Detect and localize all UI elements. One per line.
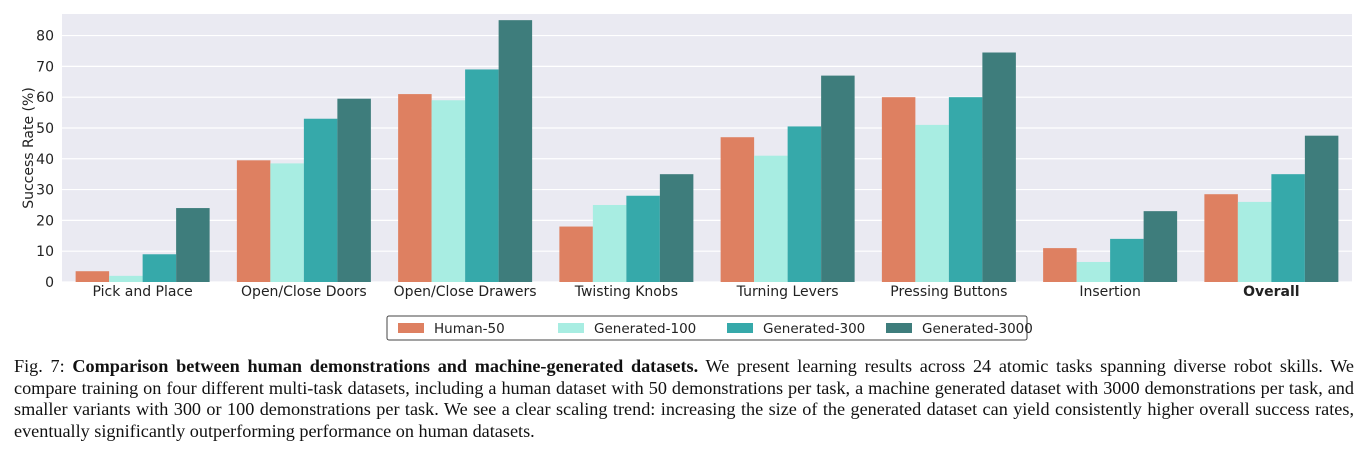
- bar: [498, 20, 533, 282]
- x-tick-label: Open/Close Doors: [241, 284, 367, 300]
- legend: Human-50 Generated-100 Generated-300 Genera…: [386, 315, 1033, 341]
- x-tick-label: Turning Levers: [736, 284, 839, 300]
- y-axis-label: Success Rate (%): [21, 87, 37, 209]
- legend-label: Generated-3000: [922, 321, 1033, 337]
- caption-title: Comparison between human demonstrations …: [72, 356, 699, 376]
- bar: [398, 94, 432, 283]
- figure-caption: Fig. 7: Comparison between human demonst…: [14, 356, 1354, 442]
- legend-swatch: [558, 323, 584, 333]
- y-tick-label: 30: [36, 183, 54, 199]
- legend-swatch: [398, 323, 424, 333]
- bar: [881, 97, 916, 282]
- bar: [1204, 194, 1238, 282]
- legend-swatch: [727, 323, 753, 333]
- bar: [1043, 248, 1077, 282]
- legend-label: Human-50: [434, 321, 505, 337]
- bar: [720, 137, 755, 282]
- bar: [75, 271, 110, 282]
- x-tick-label: Open/Close Drawers: [394, 284, 537, 300]
- x-tick-label: Overall: [1243, 284, 1299, 300]
- x-tick-label: Pressing Buttons: [890, 284, 1007, 300]
- y-tick-label: 60: [36, 90, 54, 106]
- bar: [1237, 201, 1272, 282]
- bar: [626, 195, 660, 282]
- bar: [109, 275, 143, 282]
- y-tick-label: 20: [36, 213, 54, 229]
- bar: [1304, 135, 1339, 282]
- bar: [142, 254, 177, 282]
- bar: [659, 174, 694, 282]
- bar: [465, 69, 499, 282]
- bar: [982, 52, 1016, 282]
- bar: [176, 208, 210, 282]
- bars: [75, 20, 1339, 283]
- bar: [1110, 238, 1144, 282]
- x-tick-label: Twisting Knobs: [574, 284, 678, 300]
- bar: [754, 155, 788, 282]
- y-tick-label: 70: [36, 59, 54, 75]
- bar: [821, 75, 855, 282]
- legend-swatch: [886, 323, 912, 333]
- y-tick-labels: 0 10 20 30 40 50 60 70 80: [36, 29, 54, 291]
- y-tick-label: 80: [36, 29, 54, 45]
- y-tick-label: 0: [45, 275, 54, 291]
- bar: [592, 204, 627, 282]
- legend-label: Generated-100: [594, 321, 696, 337]
- bar: [1076, 261, 1111, 282]
- legend-label: Generated-300: [763, 321, 865, 337]
- y-tick-label: 10: [36, 244, 54, 260]
- bar: [431, 100, 466, 283]
- bar-chart: 0 10 20 30 40 50 60 70 80 Pick and Place Open/Clo…: [21, 14, 1352, 341]
- bar: [787, 126, 822, 282]
- bar: [948, 97, 983, 282]
- caption-body: We present learning results across 24 at…: [14, 356, 1354, 441]
- x-tick-label: Insertion: [1079, 284, 1140, 300]
- bar: [915, 124, 949, 283]
- bar: [303, 118, 338, 283]
- bar: [236, 160, 271, 282]
- x-tick-label: Pick and Place: [92, 284, 192, 300]
- bar: [559, 226, 593, 282]
- bar: [1271, 174, 1305, 282]
- y-tick-label: 40: [36, 152, 54, 168]
- bar: [270, 163, 304, 282]
- bar: [1143, 211, 1178, 282]
- caption-label: Fig. 7:: [14, 356, 73, 376]
- legend-box: [386, 315, 1028, 341]
- bar: [337, 98, 371, 282]
- y-tick-label: 50: [36, 121, 54, 137]
- x-tick-labels: Pick and Place Open/Close Doors Open/Close…: [92, 284, 1299, 300]
